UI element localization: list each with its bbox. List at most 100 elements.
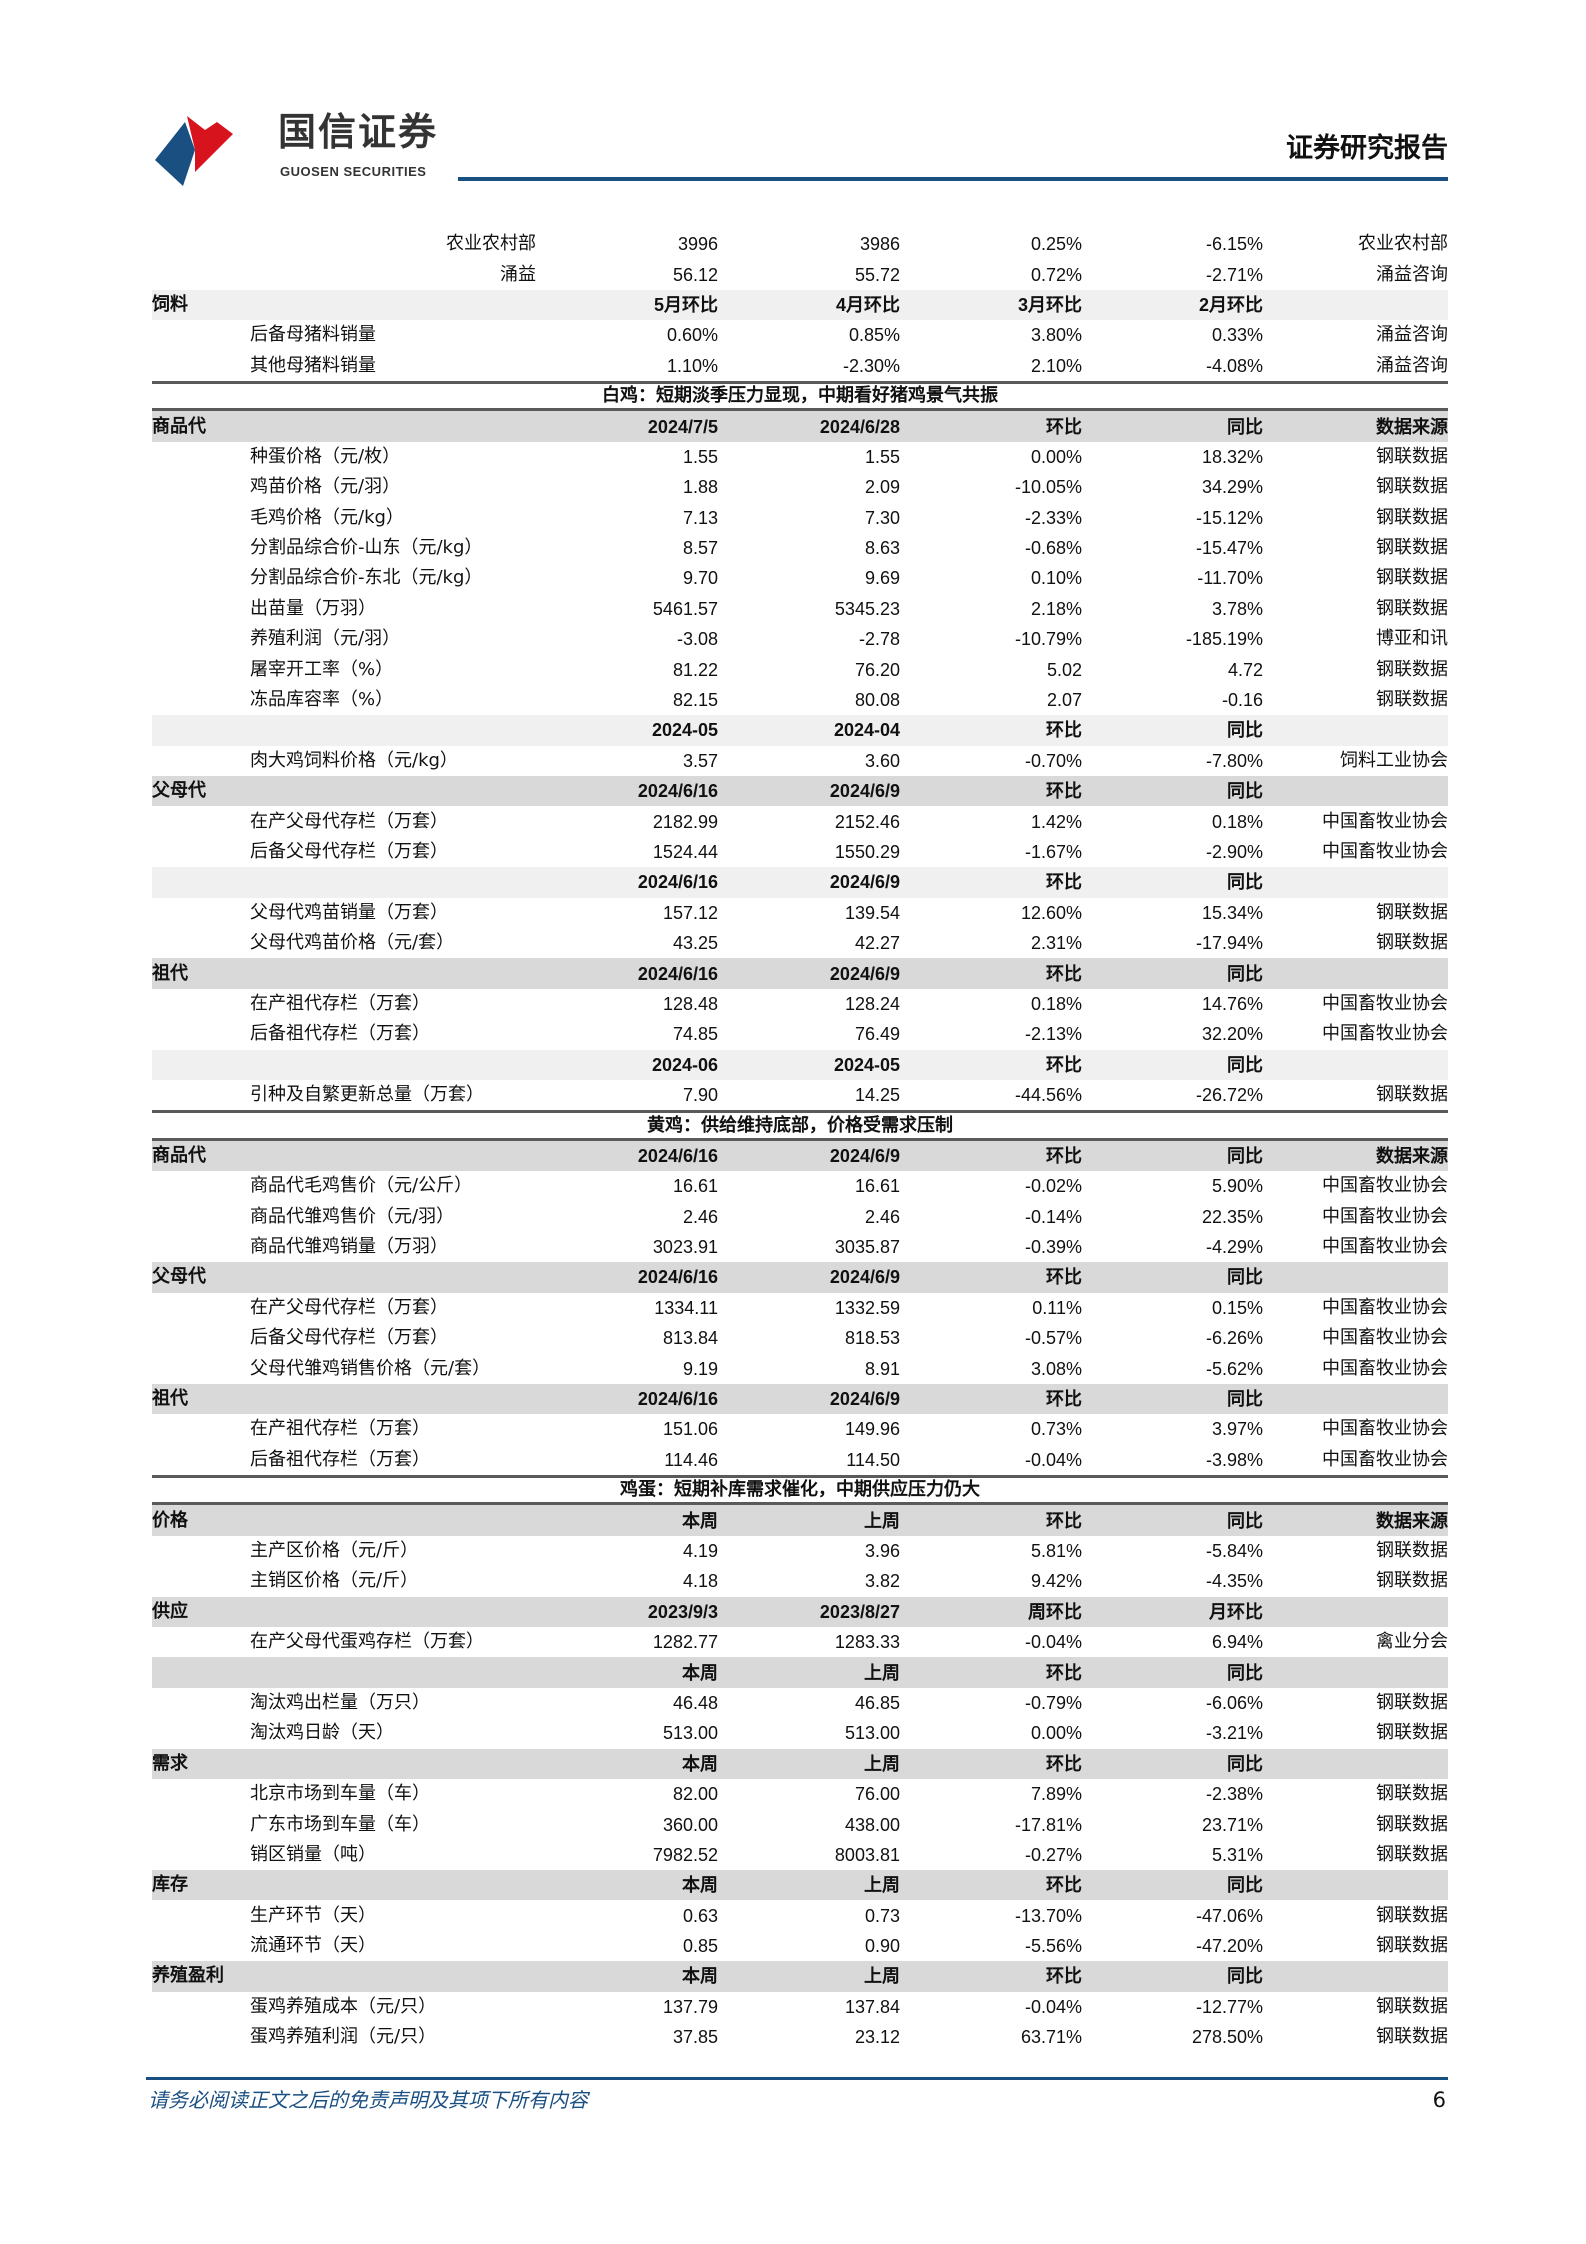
table-row: 销区销量（吨） 7982.52 8003.81 -0.27% 5.31% 钢联数据 xyxy=(152,1840,1448,1870)
data-source: 中国畜牧业协会 xyxy=(1322,1236,1448,1258)
column-header: 同比 xyxy=(1227,1389,1263,1410)
cell-value: 278.50% xyxy=(1191,2027,1263,2048)
cell-value: 3.08% xyxy=(1030,1358,1082,1379)
data-source: 钢联数据 xyxy=(1376,445,1448,467)
row-label: 引种及自繁更新总量（万套） xyxy=(250,1084,484,1106)
column-header: 同比 xyxy=(1227,416,1263,437)
cell-value: 114.50 xyxy=(846,1449,900,1470)
cell-value: 0.85% xyxy=(848,325,900,346)
column-header: 上周 xyxy=(864,1875,900,1896)
column-header: 本周 xyxy=(682,1875,718,1896)
brand-name-en: GUOSEN SECURITIES xyxy=(280,164,427,179)
cell-value: 3.96 xyxy=(864,1540,900,1561)
column-header: 2024-04 xyxy=(833,720,900,741)
row-label: 在产父母代存栏（万套） xyxy=(250,810,448,832)
cell-value: 8003.81 xyxy=(834,1844,900,1865)
group-header-row: 商品代 2024/7/5 2024/6/28 环比 同比 数据来源 xyxy=(152,411,1448,442)
cell-value: -47.06% xyxy=(1195,1905,1263,1926)
cell-value: 0.00% xyxy=(1030,1723,1082,1744)
row-label: 后备父母代存栏（万套） xyxy=(250,841,448,862)
column-header: 周环比 xyxy=(1028,1601,1082,1622)
group-header-row: 本周 上周 环比 同比 xyxy=(152,1657,1448,1688)
column-header: 上周 xyxy=(864,1966,900,1987)
cell-value: 0.33% xyxy=(1211,325,1263,346)
cell-value: 82.00 xyxy=(672,1784,718,1805)
cell-value: -2.38% xyxy=(1205,1784,1263,1805)
data-source: 钢联数据 xyxy=(1376,658,1448,680)
column-header: 环比 xyxy=(1046,1966,1082,1987)
data-source: 钢联数据 xyxy=(1376,506,1448,528)
table-row: 出苗量（万羽） 5461.57 5345.23 2.18% 3.78% 钢联数据 xyxy=(152,594,1448,624)
row-label: 淘汰鸡日龄（天） xyxy=(250,1722,394,1744)
column-header: 2024/6/16 xyxy=(637,872,718,893)
cell-value: 1334.11 xyxy=(654,1297,718,1318)
cell-value: -3.08 xyxy=(676,629,718,650)
table-row: 引种及自繁更新总量（万套） 7.90 14.25 -44.56% -26.72% 钢联数据 xyxy=(152,1080,1448,1110)
cell-value: 0.18% xyxy=(1211,811,1263,832)
column-header: 本周 xyxy=(682,1966,718,1987)
cell-value: 9.69 xyxy=(864,568,900,589)
group-header-row: 商品代 2024/6/16 2024/6/9 环比 同比 数据来源 xyxy=(152,1140,1448,1172)
row-label: 毛鸡价格（元/kg） xyxy=(250,506,404,528)
cell-value: 3996 xyxy=(677,234,718,255)
data-source: 中国畜牧业协会 xyxy=(1322,1296,1448,1318)
table-row: 鸡苗价格（元/羽） 1.88 2.09 -10.05% 34.29% 钢联数据 xyxy=(152,472,1448,502)
data-source: 钢联数据 xyxy=(1376,1539,1448,1561)
cell-value: 818.53 xyxy=(844,1328,900,1349)
data-source: 中国畜牧业协会 xyxy=(1322,1327,1448,1349)
group-header-row: 2024-06 2024-05 环比 同比 xyxy=(152,1049,1448,1080)
cell-value: -17.81% xyxy=(1014,1814,1082,1835)
cell-value: 74.85 xyxy=(672,1024,718,1045)
row-label: 屠宰开工率（%） xyxy=(250,658,394,680)
data-source: 涌益咨询 xyxy=(1376,324,1448,346)
data-source: 钢联数据 xyxy=(1376,597,1448,619)
cell-value: 2.18% xyxy=(1030,598,1082,619)
cell-value: -4.29% xyxy=(1205,1237,1263,1258)
table-row: 后备父母代存栏（万套） 813.84 818.53 -0.57% -6.26% 中国畜牧业… xyxy=(152,1323,1448,1353)
cell-value: -6.06% xyxy=(1205,1692,1263,1713)
column-header: 2024/6/16 xyxy=(637,1145,718,1166)
cell-value: 3023.91 xyxy=(652,1237,718,1258)
column-header: 2月环比 xyxy=(1198,294,1263,315)
cell-value: -0.14% xyxy=(1024,1206,1082,1227)
column-header: 同比 xyxy=(1227,1267,1263,1288)
column-header: 环比 xyxy=(1046,1389,1082,1410)
cell-value: 3035.87 xyxy=(834,1237,900,1258)
group-header-row: 需求 本周 上周 环比 同比 xyxy=(152,1748,1448,1779)
cell-value: 813.84 xyxy=(662,1328,718,1349)
data-source: 钢联数据 xyxy=(1376,901,1448,923)
cell-value: 151.06 xyxy=(662,1419,718,1440)
cell-value: 2.07 xyxy=(1046,690,1082,711)
cell-value: 0.10% xyxy=(1030,568,1082,589)
data-source: 钢联数据 xyxy=(1376,1843,1448,1865)
cell-value: -0.16 xyxy=(1221,690,1263,711)
row-label: 商品代雏鸡售价（元/羽） xyxy=(250,1205,455,1227)
data-source: 钢联数据 xyxy=(1376,1722,1448,1744)
cell-value: 1524.44 xyxy=(652,842,718,862)
cell-value: -2.30% xyxy=(842,355,900,376)
column-header: 上周 xyxy=(864,1753,900,1774)
table-row: 在产父母代存栏（万套） 2182.99 2152.46 1.42% 0.18% 中国畜牧业… xyxy=(152,806,1448,836)
cell-value: 16.61 xyxy=(672,1176,718,1197)
group-header-row: 父母代 2024/6/16 2024/6/9 环比 同比 xyxy=(152,1262,1448,1293)
group-label: 价格 xyxy=(152,1509,188,1531)
data-source: 涌益咨询 xyxy=(1376,354,1448,376)
cell-value: 2.31% xyxy=(1030,933,1082,954)
cell-value: 128.24 xyxy=(844,993,900,1014)
data-source: 农业农村部 xyxy=(1358,233,1448,255)
row-label: 分割品综合价-山东（元/kg） xyxy=(250,537,483,559)
data-source: 钢联数据 xyxy=(1376,932,1448,954)
cell-value: 4.19 xyxy=(682,1540,718,1561)
column-header: 3月环比 xyxy=(1017,294,1082,315)
cell-value: -0.57% xyxy=(1024,1328,1082,1349)
cell-value: -13.70% xyxy=(1014,1905,1082,1926)
group-label: 养殖盈利 xyxy=(152,1965,224,1987)
cell-value: 0.60% xyxy=(666,325,718,346)
column-header: 5月环比 xyxy=(653,294,718,315)
column-header: 环比 xyxy=(1046,416,1082,437)
table-row: 淘汰鸡日龄（天） 513.00 513.00 0.00% -3.21% 钢联数据 xyxy=(152,1718,1448,1748)
cell-value: 114.46 xyxy=(664,1449,718,1470)
group-header-row: 2024/6/16 2024/6/9 环比 同比 xyxy=(152,867,1448,898)
data-source: 中国畜牧业协会 xyxy=(1322,992,1448,1014)
data-source: 钢联数据 xyxy=(1376,1783,1448,1805)
